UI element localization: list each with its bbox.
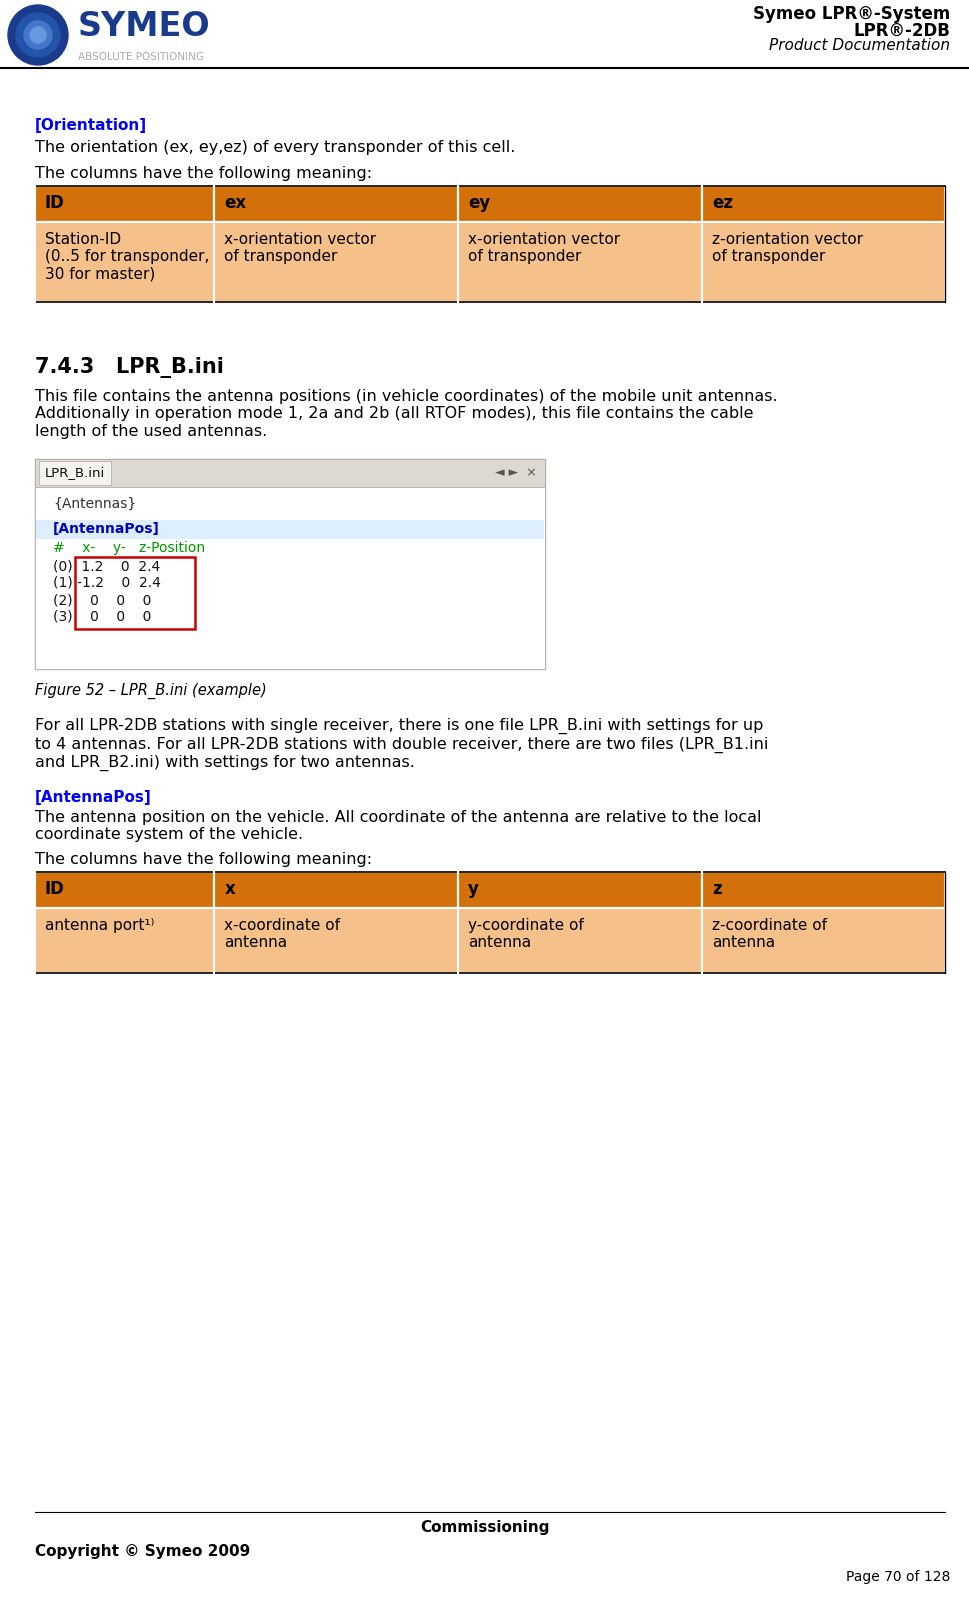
Bar — [39, 460, 110, 486]
Bar — [457, 873, 702, 908]
Bar — [36, 519, 544, 539]
Bar — [214, 873, 457, 908]
Circle shape — [16, 13, 60, 58]
Text: The columns have the following meaning:: The columns have the following meaning: — [35, 166, 372, 181]
Text: ID: ID — [45, 880, 65, 898]
Text: (3)    0    0    0: (3) 0 0 0 — [53, 610, 151, 623]
Text: x-orientation vector
of transponder: x-orientation vector of transponder — [468, 232, 619, 264]
Text: Copyright © Symeo 2009: Copyright © Symeo 2009 — [35, 1544, 250, 1560]
Bar — [214, 222, 457, 302]
Circle shape — [8, 5, 68, 66]
Text: [AntennaPos]: [AntennaPos] — [53, 523, 160, 535]
Text: Commissioning: Commissioning — [420, 1520, 549, 1536]
Text: 7.4.3   LPR_B.ini: 7.4.3 LPR_B.ini — [35, 356, 224, 379]
Bar — [75, 558, 195, 630]
Circle shape — [24, 21, 52, 50]
Bar — [35, 908, 214, 973]
Text: x: x — [224, 880, 234, 898]
Text: Figure 52 – LPR_B.ini (example): Figure 52 – LPR_B.ini (example) — [35, 682, 266, 700]
Bar — [457, 908, 702, 973]
Text: Symeo LPR®-System: Symeo LPR®-System — [752, 5, 949, 22]
Text: Product Documentation: Product Documentation — [768, 38, 949, 53]
Bar — [702, 222, 944, 302]
Text: y: y — [468, 880, 479, 898]
Text: x-coordinate of
antenna: x-coordinate of antenna — [224, 917, 340, 951]
Text: {Antennas}: {Antennas} — [53, 497, 136, 511]
Text: z-coordinate of
antenna: z-coordinate of antenna — [711, 917, 827, 951]
Text: [AntennaPos]: [AntennaPos] — [35, 789, 151, 805]
Bar — [214, 908, 457, 973]
Text: This file contains the antenna positions (in vehicle coordinates) of the mobile : This file contains the antenna positions… — [35, 388, 777, 439]
Bar — [702, 185, 944, 222]
Text: Station-ID
(0..5 for transponder,
30 for master): Station-ID (0..5 for transponder, 30 for… — [45, 232, 209, 281]
Text: y-coordinate of
antenna: y-coordinate of antenna — [468, 917, 583, 951]
Text: For all LPR-2DB stations with single receiver, there is one file LPR_B.ini with : For all LPR-2DB stations with single rec… — [35, 718, 767, 772]
Text: The columns have the following meaning:: The columns have the following meaning: — [35, 852, 372, 868]
Text: ez: ez — [711, 193, 733, 213]
Text: LPR®-2DB: LPR®-2DB — [853, 22, 949, 40]
Text: The antenna position on the vehicle. All coordinate of the antenna are relative : The antenna position on the vehicle. All… — [35, 810, 761, 842]
Text: antenna port¹⁾: antenna port¹⁾ — [45, 917, 154, 933]
Text: ◄ ►  ×: ◄ ► × — [494, 467, 536, 479]
Bar — [457, 222, 702, 302]
Bar — [457, 185, 702, 222]
Text: [Orientation]: [Orientation] — [35, 118, 147, 133]
Bar — [35, 222, 214, 302]
Text: Page 70 of 128: Page 70 of 128 — [845, 1569, 949, 1584]
Text: LPR_B.ini: LPR_B.ini — [45, 467, 106, 479]
Text: ABSOLUTE POSITIONING: ABSOLUTE POSITIONING — [78, 53, 203, 62]
Text: (2)    0    0    0: (2) 0 0 0 — [53, 593, 151, 607]
Text: z: z — [711, 880, 721, 898]
Bar — [35, 873, 214, 908]
Bar — [702, 873, 944, 908]
Text: (0)  1.2    0  2.4: (0) 1.2 0 2.4 — [53, 559, 160, 574]
Text: SYMEO: SYMEO — [78, 10, 210, 43]
Text: x-orientation vector
of transponder: x-orientation vector of transponder — [224, 232, 376, 264]
Text: z-orientation vector
of transponder: z-orientation vector of transponder — [711, 232, 862, 264]
Text: ex: ex — [224, 193, 246, 213]
Bar — [214, 185, 457, 222]
Text: The orientation (ex, ey,ez) of every transponder of this cell.: The orientation (ex, ey,ez) of every tra… — [35, 141, 515, 155]
Circle shape — [30, 27, 46, 43]
Text: ey: ey — [468, 193, 490, 213]
Text: #    x-    y-   z-Position: # x- y- z-Position — [53, 542, 204, 555]
Bar — [35, 459, 545, 487]
Text: (1) -1.2    0  2.4: (1) -1.2 0 2.4 — [53, 575, 161, 590]
Bar — [702, 908, 944, 973]
Bar — [35, 459, 545, 670]
Text: ID: ID — [45, 193, 65, 213]
Bar — [35, 487, 545, 670]
Bar — [35, 185, 214, 222]
